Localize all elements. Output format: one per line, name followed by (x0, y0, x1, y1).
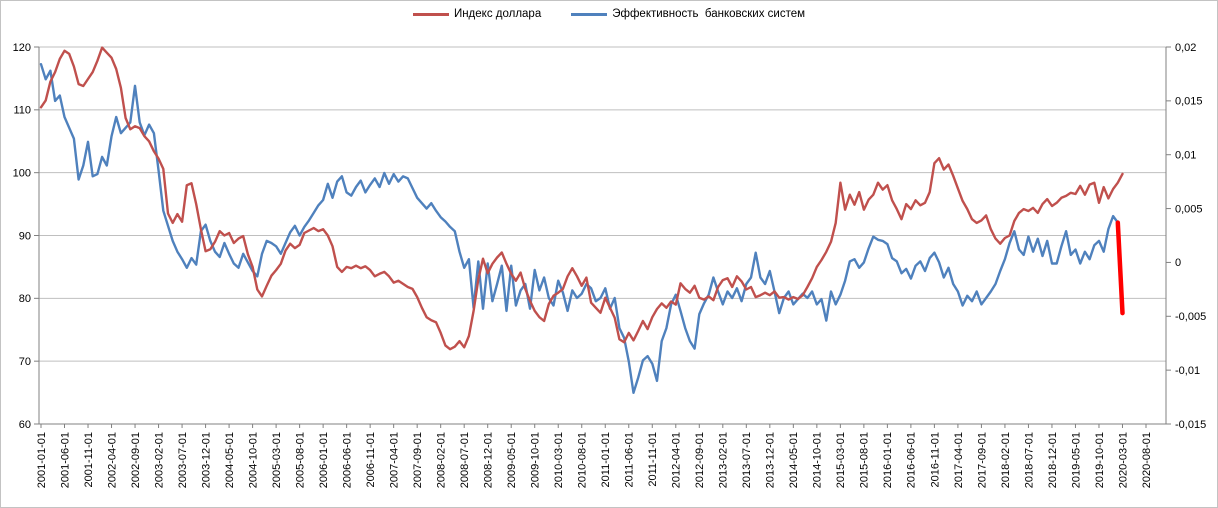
legend-label-banking-efficiency: Эффективность банковских систем (612, 8, 806, 20)
x-tick-label: 2018-02-01 (1000, 432, 1012, 488)
x-tick-label: 2012-04-01 (671, 432, 683, 488)
x-tick-label: 2001-11-01 (83, 432, 95, 487)
x-tick-label: 2005-08-01 (294, 432, 306, 488)
x-tick-label: 2009-05-01 (506, 432, 518, 488)
chart-legend: Индекс доллара Эффективность банковских … (1, 8, 1217, 20)
x-tick-label: 2017-04-01 (953, 432, 965, 488)
x-tick-label: 2013-02-01 (718, 432, 730, 488)
x-tick-label: 2017-09-01 (976, 432, 988, 488)
banking-efficiency-line (39, 63, 1120, 394)
y-right-tick-label: 0,01 (1175, 150, 1196, 162)
legend-label-dollar-index: Индекс доллара (453, 8, 542, 20)
x-tick-label: 2002-04-01 (106, 432, 118, 488)
red-line-swatch-icon (412, 12, 449, 16)
x-tick-label: 2016-11-01 (929, 432, 941, 487)
x-tick-label: 2008-07-01 (459, 432, 471, 488)
x-tick-label: 2020-08-01 (1141, 432, 1153, 488)
x-tick-label: 2013-07-01 (741, 432, 753, 488)
y-left-tick-label: 90 (19, 230, 31, 242)
legend-item-banking-efficiency: Эффективность банковских систем (571, 8, 805, 20)
dollar-index-line (39, 46, 1124, 351)
y-left-tick-label: 110 (13, 105, 31, 117)
x-tick-label: 2008-12-01 (483, 432, 495, 488)
x-tick-label: 2007-09-01 (412, 432, 424, 488)
x-tick-label: 2011-06-01 (624, 432, 636, 487)
y-left-tick-label: 60 (19, 419, 31, 431)
y-right-tick-label: 0,005 (1175, 203, 1203, 215)
y-right-tick-label: -0,015 (1175, 419, 1206, 431)
y-left-tick-label: 80 (19, 293, 31, 305)
x-tick-label: 2014-10-01 (812, 432, 824, 488)
y-left-tick-label: 70 (19, 356, 31, 368)
y-right-tick-label: 0,02 (1175, 42, 1196, 54)
x-tick-label: 2013-12-01 (765, 432, 777, 488)
y-right-tick-label: 0 (1175, 257, 1181, 269)
x-tick-label: 2016-06-01 (906, 432, 918, 488)
x-tick-label: 2010-03-01 (553, 432, 565, 488)
x-tick-label: 2004-10-01 (247, 432, 259, 488)
x-tick-label: 2015-03-01 (835, 432, 847, 488)
x-tick-label: 2001-01-01 (36, 432, 48, 488)
x-tick-label: 2012-09-01 (694, 432, 706, 488)
x-tick-label: 2015-08-01 (859, 432, 871, 488)
y-left-tick-label: 120 (13, 42, 31, 54)
x-tick-label: 2016-01-01 (882, 432, 894, 488)
y-left-tick-label: 100 (13, 167, 31, 179)
x-tick-label: 2002-09-01 (130, 432, 142, 488)
blue-line-swatch-icon (571, 12, 608, 16)
x-tick-label: 2003-07-01 (177, 432, 189, 488)
x-tick-label: 2001-06-01 (59, 432, 71, 488)
x-tick-label: 2003-02-01 (153, 432, 165, 488)
x-tick-label: 2006-06-01 (341, 432, 353, 488)
x-tick-label: 2018-12-01 (1047, 432, 1059, 488)
x-tick-label: 2008-02-01 (436, 432, 448, 488)
x-tick-label: 2004-05-01 (224, 432, 236, 488)
x-tick-label: 2010-08-01 (577, 432, 589, 488)
x-tick-label: 2007-04-01 (389, 432, 401, 488)
x-tick-label: 2019-10-01 (1094, 432, 1106, 488)
y-right-tick-label: 0,015 (1175, 96, 1203, 108)
x-tick-label: 2011-01-01 (600, 432, 612, 487)
x-tick-label: 2020-03-01 (1117, 432, 1129, 488)
y-right-tick-label: -0,005 (1175, 311, 1206, 323)
x-tick-label: 2019-05-01 (1070, 432, 1082, 488)
x-tick-label: 2018-07-01 (1023, 432, 1035, 488)
legend-item-dollar-index: Индекс доллара (412, 8, 542, 20)
x-tick-label: 2003-12-01 (200, 432, 212, 488)
y-right-tick-label: -0,01 (1175, 365, 1200, 377)
x-tick-label: 2011-11-01 (647, 432, 659, 487)
x-tick-label: 2009-10-01 (530, 432, 542, 488)
x-tick-label: 2005-03-01 (271, 432, 283, 488)
x-tick-label: 2006-11-01 (365, 432, 377, 487)
crash-annotation-line (1115, 220, 1125, 316)
x-tick-label: 2014-05-01 (788, 432, 800, 488)
x-tick-label: 2006-01-01 (318, 432, 330, 488)
